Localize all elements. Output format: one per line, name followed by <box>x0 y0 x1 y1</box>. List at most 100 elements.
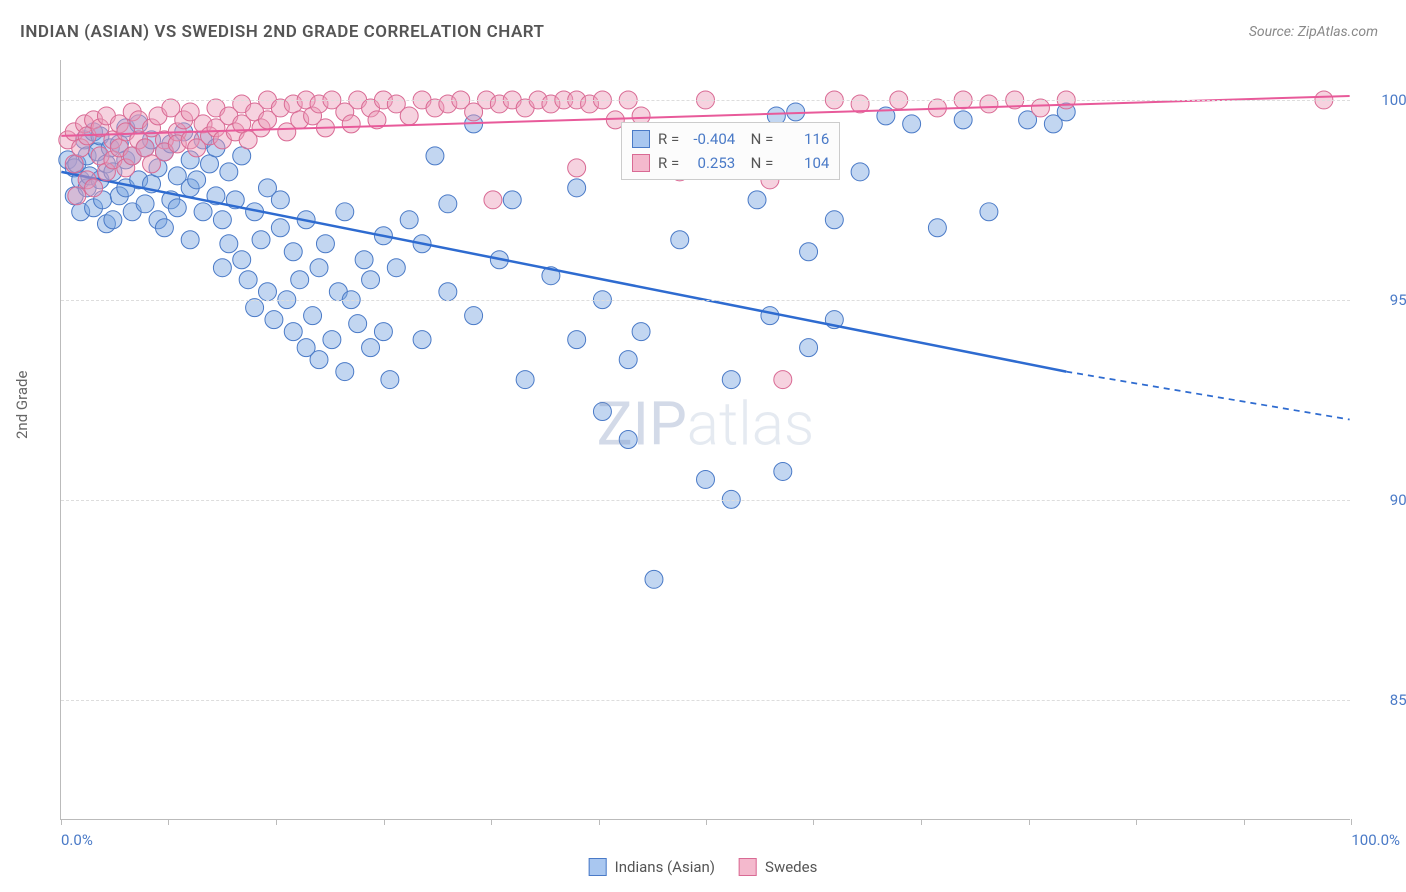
data-point <box>220 163 238 181</box>
data-point <box>980 95 998 113</box>
data-point <box>903 115 921 133</box>
data-point <box>258 283 276 301</box>
data-point <box>362 339 380 357</box>
data-point <box>155 219 173 237</box>
source-attribution: Source: ZipAtlas.com <box>1249 24 1378 40</box>
x-tick <box>384 819 385 825</box>
y-tick-label: 95.0% <box>1390 291 1406 309</box>
data-point <box>284 323 302 341</box>
data-point <box>85 179 103 197</box>
data-point <box>632 323 650 341</box>
data-point <box>201 155 219 173</box>
data-point <box>568 179 586 197</box>
data-point <box>168 199 186 217</box>
data-point <box>271 191 289 209</box>
legend-r-label: R = <box>658 151 679 175</box>
data-point <box>233 147 251 165</box>
data-point <box>233 251 251 269</box>
x-tick <box>706 819 707 825</box>
data-point <box>355 251 373 269</box>
data-point <box>568 159 586 177</box>
x-tick <box>921 819 922 825</box>
x-tick-label-left: 0.0% <box>61 831 93 849</box>
data-point <box>65 155 83 173</box>
data-point <box>439 283 457 301</box>
series-legend-item: Indians (Asian) <box>589 858 715 876</box>
data-point <box>68 187 86 205</box>
data-point <box>400 107 418 125</box>
data-point <box>239 271 257 289</box>
data-point <box>825 211 843 229</box>
data-point <box>271 219 289 237</box>
series-legend-label: Indians (Asian) <box>615 858 715 876</box>
trend-line <box>61 172 1066 372</box>
data-point <box>568 331 586 349</box>
data-point <box>619 431 637 449</box>
gridline <box>61 100 1350 101</box>
data-point <box>761 307 779 325</box>
data-point <box>645 570 663 588</box>
data-point <box>851 163 869 181</box>
data-point <box>426 147 444 165</box>
legend-swatch <box>632 154 650 172</box>
data-point <box>697 470 715 488</box>
data-point <box>291 271 309 289</box>
series-legend-item: Swedes <box>739 858 817 876</box>
trend-line-dashed <box>1066 372 1349 420</box>
legend-swatch <box>739 858 757 876</box>
data-point <box>671 231 689 249</box>
legend-n-label: N = <box>743 127 773 151</box>
data-point <box>400 211 418 229</box>
data-point <box>136 139 154 157</box>
data-point <box>252 231 270 249</box>
series-legend-label: Swedes <box>765 858 817 876</box>
legend-row: R = 0.253 N = 104 <box>632 151 829 175</box>
data-point <box>381 371 399 389</box>
data-point <box>387 259 405 277</box>
data-point <box>310 351 328 369</box>
data-point <box>980 203 998 221</box>
data-point <box>265 311 283 329</box>
correlation-legend: R = -0.404 N = 116 R = 0.253 N = 104 <box>621 122 840 180</box>
data-point <box>800 243 818 261</box>
data-point <box>1031 99 1049 117</box>
data-point <box>284 243 302 261</box>
data-point <box>188 171 206 189</box>
data-point <box>349 315 367 333</box>
x-tick <box>1136 819 1137 825</box>
data-point <box>439 195 457 213</box>
y-tick-label: 85.0% <box>1390 691 1406 709</box>
data-point <box>336 363 354 381</box>
data-point <box>194 203 212 221</box>
legend-n-label: N = <box>743 151 773 175</box>
data-point <box>516 371 534 389</box>
data-point <box>774 462 792 480</box>
data-point <box>954 111 972 129</box>
data-point <box>342 115 360 133</box>
x-tick <box>276 819 277 825</box>
data-point <box>748 191 766 209</box>
data-point <box>136 195 154 213</box>
legend-n-value: 116 <box>781 127 829 151</box>
data-point <box>722 371 740 389</box>
data-point <box>104 211 122 229</box>
legend-n-value: 104 <box>781 151 829 175</box>
legend-r-value: 0.253 <box>687 151 735 175</box>
data-point <box>787 103 805 121</box>
data-point <box>246 299 264 317</box>
data-point <box>213 211 231 229</box>
data-point <box>413 331 431 349</box>
data-point <box>619 351 637 369</box>
data-point <box>362 271 380 289</box>
gridline <box>61 300 1350 301</box>
y-tick-label: 90.0% <box>1390 491 1406 509</box>
x-tick-label-right: 100.0% <box>1351 831 1400 849</box>
x-tick <box>168 819 169 825</box>
x-tick <box>1351 819 1352 825</box>
chart-title: INDIAN (ASIAN) VS SWEDISH 2ND GRADE CORR… <box>20 22 545 42</box>
data-point <box>323 331 341 349</box>
legend-swatch <box>632 130 650 148</box>
x-tick <box>599 819 600 825</box>
x-tick <box>1029 819 1030 825</box>
data-point <box>181 231 199 249</box>
